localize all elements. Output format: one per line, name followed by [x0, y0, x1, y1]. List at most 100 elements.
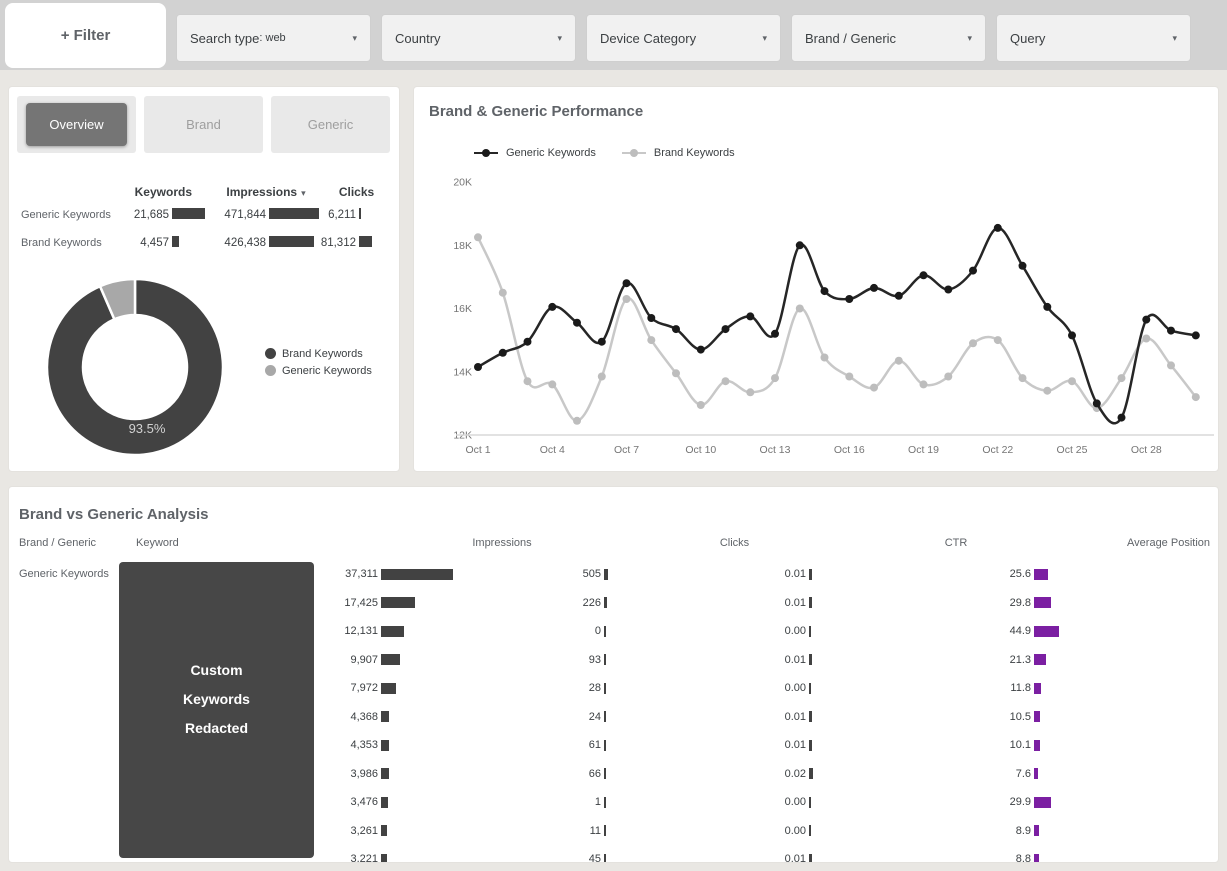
- data-point[interactable]: [1018, 374, 1027, 383]
- data-point[interactable]: [622, 279, 631, 288]
- analysis-table-row[interactable]: 4,368 24 0.01 10.5: [9, 703, 1218, 732]
- data-point[interactable]: [1142, 315, 1151, 324]
- analysis-table-row[interactable]: 3,221 45 0.01 8.8: [9, 845, 1218, 862]
- data-point[interactable]: [1117, 374, 1126, 383]
- keyword-split-donut-chart[interactable]: 93.5%: [35, 267, 235, 467]
- donut-slice[interactable]: [98, 277, 137, 321]
- dropdown-query[interactable]: Query ▾: [996, 14, 1191, 62]
- column-header-ctr[interactable]: CTR: [944, 537, 968, 549]
- data-point[interactable]: [1092, 399, 1101, 408]
- data-point[interactable]: [969, 266, 977, 275]
- data-point[interactable]: [498, 288, 507, 297]
- column-header-impressions[interactable]: Impressions ▾: [226, 185, 306, 199]
- data-point[interactable]: [1167, 326, 1175, 335]
- data-point[interactable]: [771, 374, 779, 383]
- tab-brand[interactable]: Brand: [144, 96, 263, 153]
- data-point[interactable]: [474, 363, 482, 371]
- data-point[interactable]: [1167, 361, 1175, 370]
- data-point[interactable]: [498, 348, 507, 357]
- data-point[interactable]: [1117, 413, 1126, 422]
- data-point[interactable]: [647, 314, 656, 322]
- data-point[interactable]: [919, 271, 928, 280]
- data-point[interactable]: [1068, 377, 1076, 386]
- data-point[interactable]: [696, 345, 705, 354]
- data-point[interactable]: [622, 295, 631, 303]
- data-point[interactable]: [1191, 393, 1200, 402]
- data-point[interactable]: [870, 283, 878, 292]
- data-point[interactable]: [894, 356, 903, 365]
- column-header-clicks[interactable]: Clicks: [719, 537, 750, 549]
- data-point[interactable]: [573, 318, 581, 327]
- tab-overview[interactable]: Overview: [17, 96, 136, 153]
- data-point[interactable]: [573, 416, 581, 425]
- donut-legend: Brand Keywords Generic Keywords: [265, 345, 372, 379]
- analysis-table-row[interactable]: 3,476 1 0.00 29.9: [9, 788, 1218, 817]
- data-point[interactable]: [1043, 302, 1052, 311]
- data-point[interactable]: [1018, 261, 1027, 270]
- analysis-table-row[interactable]: 17,425 226 0.01 29.8: [9, 589, 1218, 618]
- clicks-bar: [604, 682, 607, 694]
- analysis-table-row[interactable]: Generic Keywords 37,311 505 0.01 25.6: [9, 560, 1218, 589]
- data-point[interactable]: [1142, 334, 1151, 343]
- data-point[interactable]: [1191, 331, 1200, 340]
- analysis-table-row[interactable]: 4,353 61 0.01 10.1: [9, 731, 1218, 760]
- data-point[interactable]: [795, 304, 804, 313]
- analysis-table-row[interactable]: 12,131 0 0.00 44.9: [9, 617, 1218, 646]
- legend-line-marker: [474, 149, 498, 157]
- data-point[interactable]: [795, 241, 804, 250]
- data-point[interactable]: [672, 325, 680, 334]
- data-point[interactable]: [597, 372, 606, 381]
- data-point[interactable]: [944, 285, 953, 294]
- data-point[interactable]: [523, 377, 532, 386]
- data-point[interactable]: [1068, 331, 1076, 340]
- data-point[interactable]: [721, 325, 730, 334]
- data-point[interactable]: [845, 295, 854, 303]
- column-header-brand-generic[interactable]: Brand / Generic: [19, 537, 97, 549]
- analysis-table-row[interactable]: 3,261 11 0.00 8.9: [9, 817, 1218, 846]
- data-point[interactable]: [894, 291, 903, 300]
- donut-slice[interactable]: [45, 277, 225, 457]
- data-point[interactable]: [548, 302, 557, 311]
- data-point[interactable]: [845, 372, 854, 381]
- dropdown-search-type[interactable]: Search typeweb ▾: [176, 14, 371, 62]
- data-point[interactable]: [721, 377, 730, 386]
- data-point[interactable]: [672, 369, 680, 378]
- data-point[interactable]: [746, 312, 755, 321]
- tab-generic[interactable]: Generic: [271, 96, 390, 153]
- impressions-cell: 3,986: [321, 768, 554, 780]
- column-header-average-position[interactable]: Average Position: [1127, 537, 1210, 549]
- data-point[interactable]: [771, 329, 779, 338]
- impressions-bar: [381, 853, 388, 862]
- data-point[interactable]: [820, 353, 829, 362]
- column-header-keywords[interactable]: Keywords: [134, 185, 192, 199]
- column-header-keyword[interactable]: Keyword: [136, 537, 179, 549]
- data-point[interactable]: [1043, 386, 1052, 395]
- avg-position-cell: 10.5: [999, 711, 1218, 723]
- dropdown-brand-generic[interactable]: Brand / Generic ▾: [791, 14, 986, 62]
- analysis-table-row[interactable]: 3,986 66 0.02 7.6: [9, 760, 1218, 789]
- data-point[interactable]: [523, 337, 532, 346]
- data-point[interactable]: [548, 380, 557, 389]
- data-point[interactable]: [820, 287, 829, 296]
- analysis-table-row[interactable]: 9,907 93 0.01 21.3: [9, 646, 1218, 675]
- column-header-clicks[interactable]: Clicks: [338, 185, 375, 199]
- data-point[interactable]: [474, 233, 482, 242]
- data-point[interactable]: [870, 383, 878, 392]
- data-point[interactable]: [746, 388, 755, 397]
- dropdown-country[interactable]: Country ▾: [381, 14, 576, 62]
- add-filter-button[interactable]: + Filter: [5, 3, 166, 68]
- dropdown-device-category[interactable]: Device Category ▾: [586, 14, 781, 62]
- data-point[interactable]: [919, 380, 928, 389]
- analysis-table-row[interactable]: 7,972 28 0.00 11.8: [9, 674, 1218, 703]
- tab-overview-active-button[interactable]: Overview: [26, 103, 127, 146]
- data-point[interactable]: [993, 336, 1002, 345]
- column-header-impressions[interactable]: Impressions: [472, 537, 532, 549]
- data-point[interactable]: [969, 339, 977, 348]
- ctr-cell: 0.00: [784, 625, 999, 637]
- data-point[interactable]: [696, 401, 705, 409]
- data-point[interactable]: [647, 336, 656, 345]
- data-point[interactable]: [944, 372, 953, 381]
- data-point[interactable]: [993, 223, 1002, 232]
- data-point[interactable]: [597, 337, 606, 346]
